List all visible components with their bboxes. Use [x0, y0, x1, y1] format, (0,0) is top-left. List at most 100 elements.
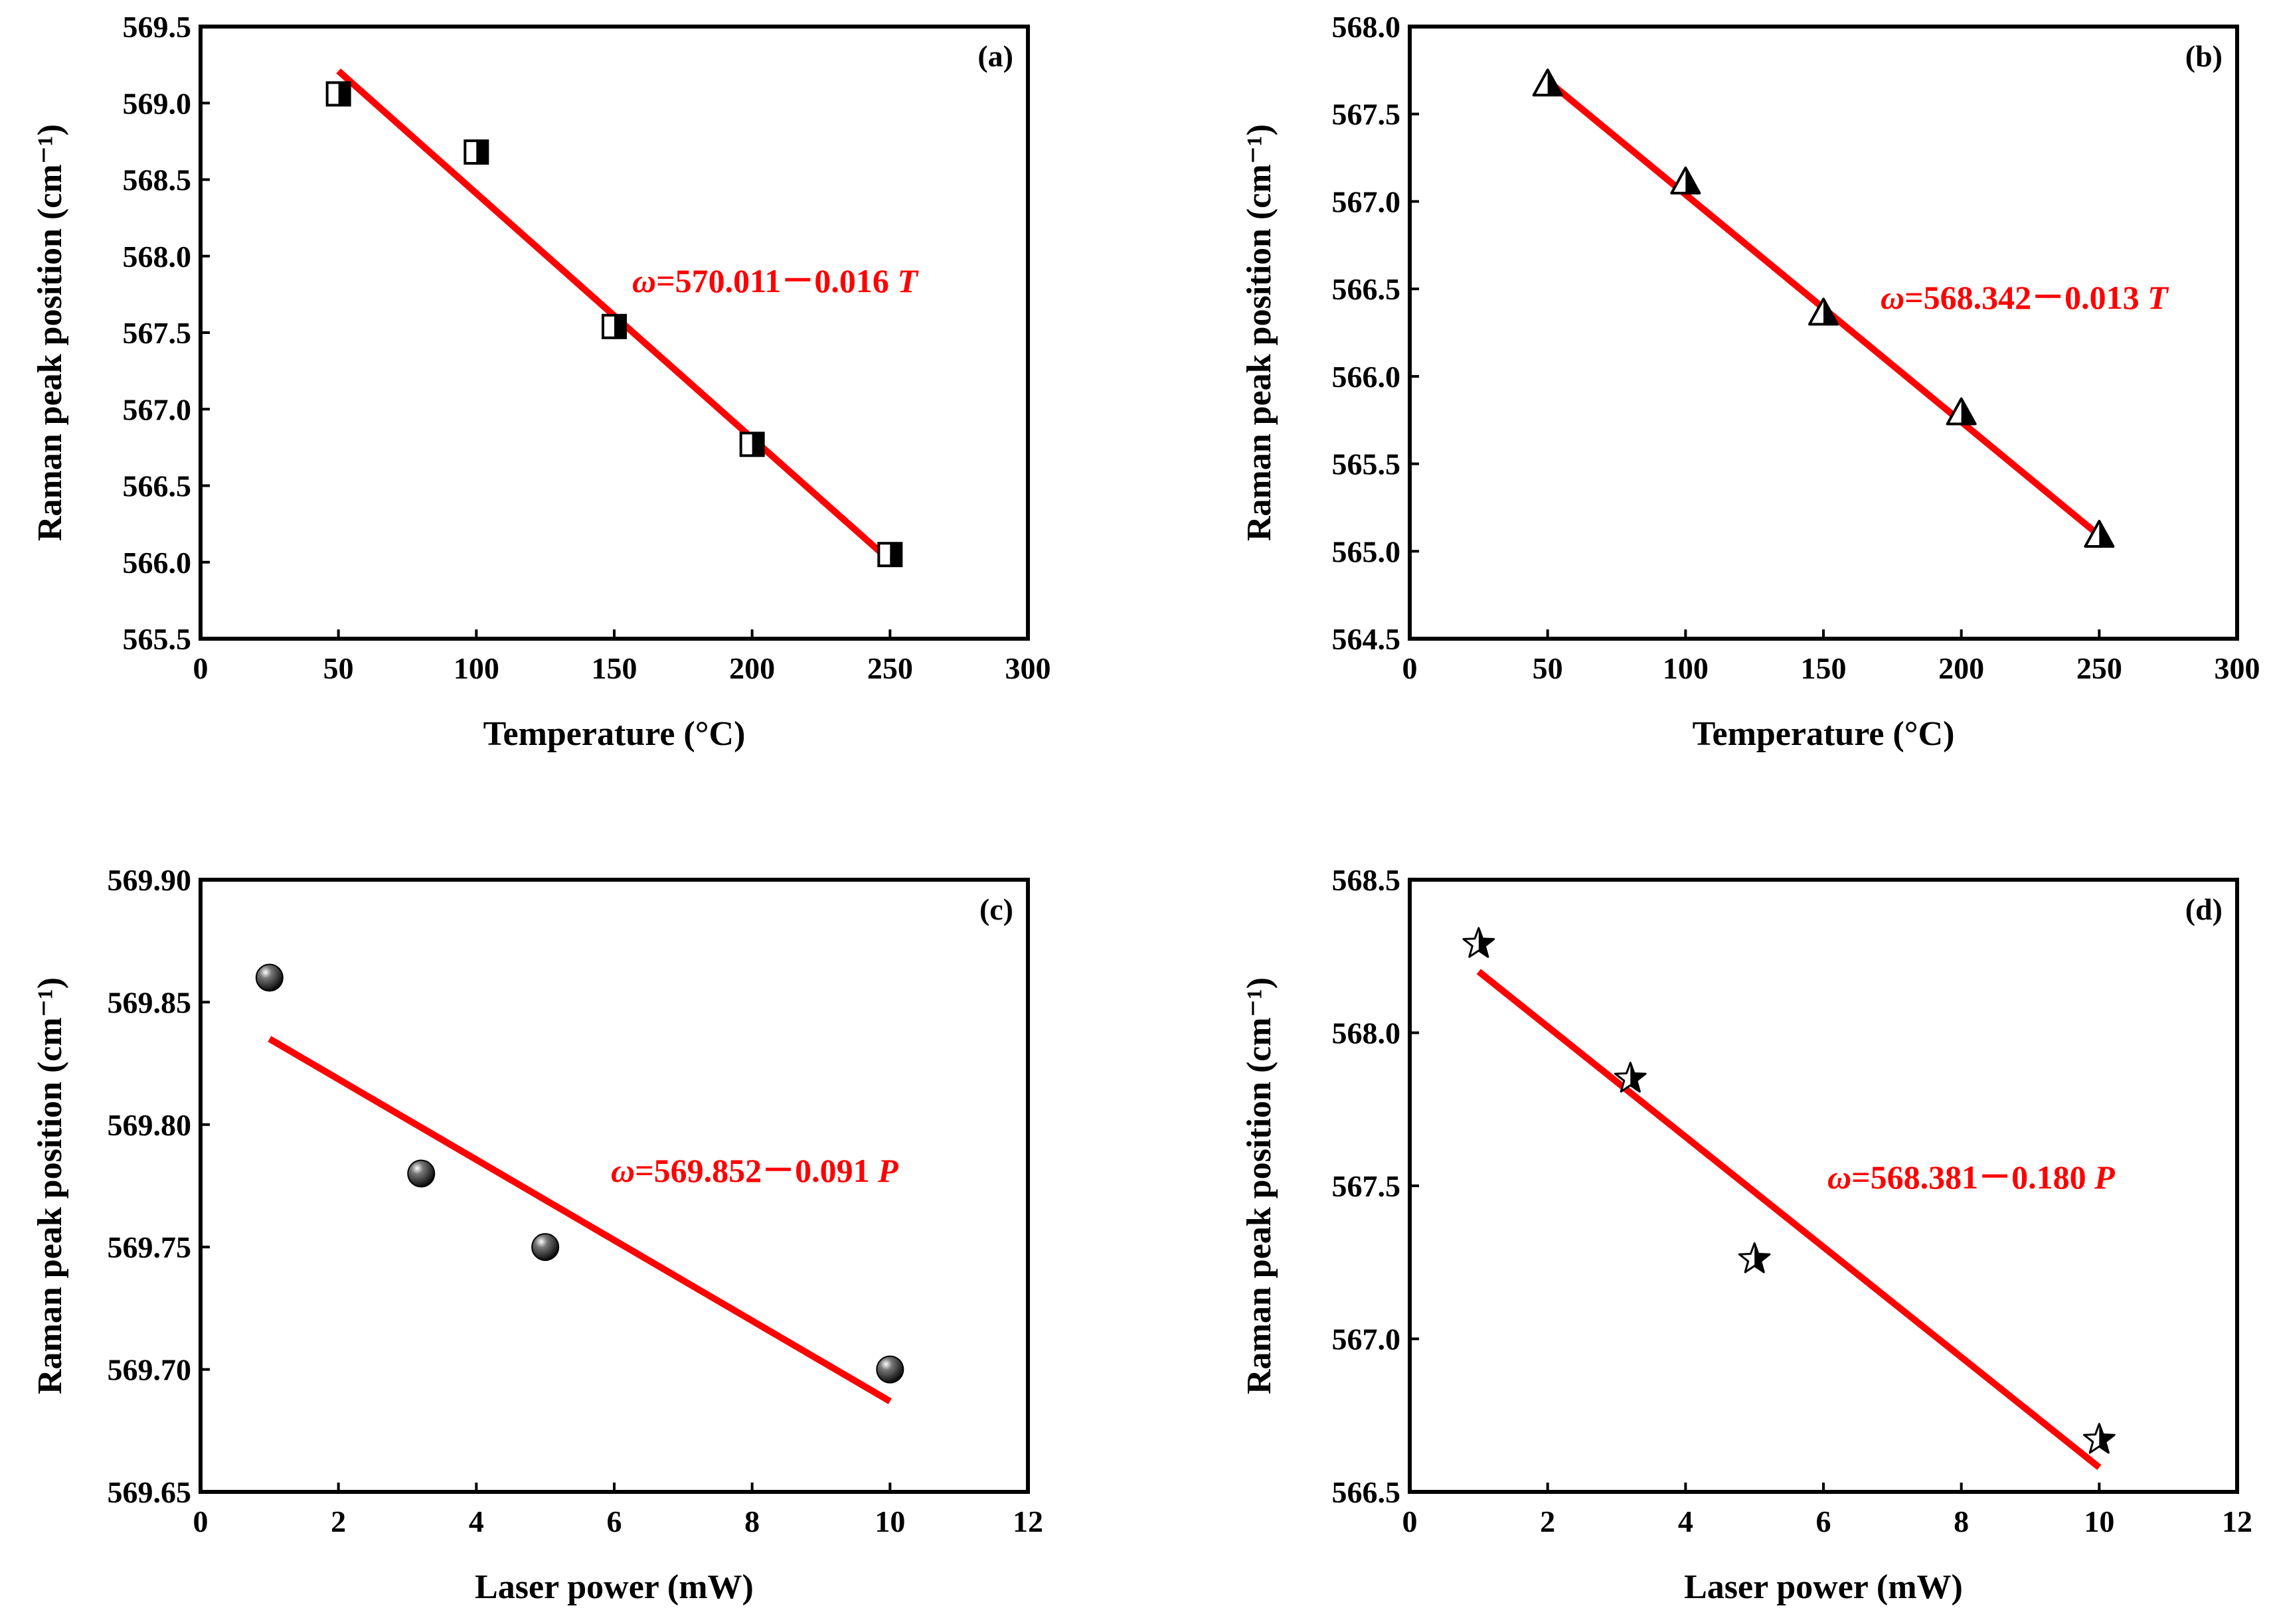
data-point-3 [602, 313, 627, 339]
marker-outline [1808, 297, 1839, 326]
marker-outline [2084, 519, 2115, 548]
panel-d: 0 2 4 6 8 10 12 566.5 567.0 567.5 568.0 568.5 (d) ω=5… [1240, 863, 2252, 1606]
panel-label: (d) [2185, 892, 2223, 926]
fit-equation: ω=569.852－0.091 P [611, 1152, 898, 1189]
x-tick-label: 6 [607, 1504, 622, 1538]
y-tick-label: 566.5 [123, 469, 192, 503]
x-tick-label: 250 [2076, 651, 2122, 685]
panel-a: 0 50 100 150 200 250 300 565.5 566.0 566.5 567.0 56… [31, 10, 1051, 753]
x-tick-label: 2 [331, 1504, 346, 1538]
y-tick-label: 568.0 [1332, 1016, 1401, 1050]
y-tick-label: 568.0 [123, 240, 192, 274]
equation-variable: P [877, 1152, 898, 1189]
marker-right-half [752, 433, 764, 456]
marker-right-half [476, 141, 488, 164]
marker-right-half [1478, 928, 1494, 957]
marker-right-half [890, 543, 902, 566]
marker-outline [2083, 1423, 2116, 1454]
panel-label: (c) [979, 892, 1013, 926]
y-tick-label: 569.85 [108, 985, 192, 1019]
y-tick-label: 567.5 [1332, 1169, 1401, 1203]
equation-omega: ω [632, 262, 656, 299]
marker-outline [1946, 397, 1977, 426]
y-tick-label: 566.0 [1332, 360, 1401, 394]
equation-body: =568.342－0.013 [1904, 279, 2147, 316]
data-point-2 [463, 139, 489, 165]
marker-right-half [1630, 1062, 1646, 1092]
data-point-1 [1462, 927, 1495, 958]
x-tick-label: 200 [1938, 651, 1984, 685]
y-tick-label: 565.5 [1332, 447, 1401, 481]
equation-omega: ω [1827, 1159, 1851, 1196]
data-point-2 [407, 1159, 436, 1188]
x-tick-label: 300 [2215, 651, 2260, 685]
marker-left-half [327, 82, 339, 106]
x-tick-label: 0 [1402, 651, 1418, 685]
x-tick-label: 150 [592, 651, 637, 685]
y-tick-label: 568.5 [1332, 863, 1401, 897]
x-tick-label: 8 [744, 1504, 760, 1538]
data-point-3 [1808, 297, 1839, 326]
marker-right-half [1754, 1243, 1770, 1273]
x-tick-label: 4 [469, 1504, 484, 1538]
marker-outline [1462, 927, 1495, 958]
y-tick-label: 569.0 [123, 86, 192, 120]
panel-label: (a) [977, 39, 1013, 73]
y-axis-title: Raman peak position (cm⁻¹) [31, 124, 69, 541]
y-axis-title: Raman peak position (cm⁻¹) [1240, 124, 1278, 541]
x-tick-label: 50 [323, 651, 354, 685]
marker-left-half [740, 433, 752, 456]
x-tick-label: 0 [193, 651, 209, 685]
data-point-3 [531, 1233, 560, 1261]
fit-equation: ω=568.342－0.013 T [1881, 279, 2169, 316]
marker-outline [602, 313, 627, 339]
marker-right-half [2099, 1423, 2115, 1453]
y-tick-label: 569.70 [108, 1353, 192, 1387]
data-point-3 [1738, 1242, 1771, 1273]
fit-equation: ω=568.381－0.180 P [1827, 1159, 2115, 1196]
x-tick-label: 10 [875, 1504, 905, 1538]
y-axis-title: Raman peak position (cm⁻¹) [31, 977, 69, 1394]
equation-variable: T [2147, 279, 2169, 316]
x-tick-label: 2 [1540, 1504, 1555, 1538]
fit-line [1476, 969, 2102, 1471]
panel-b: 0 50 100 150 200 250 300 564.5 565.0 565.5 566.0 56… [1240, 10, 2260, 753]
data-point-4 [739, 432, 765, 457]
marker-outline [877, 542, 903, 568]
y-tick-label: 567.0 [1332, 185, 1401, 218]
data-point-4 [1946, 397, 1977, 426]
marker-left-half [879, 543, 890, 566]
x-tick-label: 0 [1402, 1504, 1418, 1538]
equation-body: =568.381－0.180 [1851, 1159, 2094, 1196]
y-tick-label: 569.75 [108, 1230, 192, 1264]
fit-equation: ω=570.011－0.016 T [632, 262, 919, 299]
marker-left-half [1739, 1243, 1770, 1273]
marker-outline [1738, 1242, 1771, 1273]
x-tick-label: 0 [193, 1504, 209, 1538]
data-point-5 [2084, 519, 2115, 548]
equation-body: =570.011－0.016 [656, 262, 897, 299]
x-tick-label: 12 [2222, 1504, 2252, 1538]
x-tick-label: 50 [1533, 651, 1563, 685]
y-tick-label: 569.90 [108, 863, 192, 897]
y-tick-label: 569.5 [123, 10, 192, 44]
marker-outline [1614, 1062, 1647, 1093]
x-axis-title: Laser power (mW) [1684, 1568, 1963, 1606]
marker-right-half [614, 315, 626, 338]
plot-frame [1408, 25, 2239, 641]
data-point-4 [2083, 1423, 2116, 1454]
x-tick-label: 10 [2084, 1504, 2114, 1538]
plot-frame [199, 25, 1030, 641]
y-tick-label: 564.5 [1332, 622, 1401, 656]
marker-outline [463, 139, 489, 165]
y-tick-label: 569.65 [108, 1475, 192, 1509]
y-tick-label: 565.5 [123, 622, 192, 656]
y-tick-label: 569.80 [108, 1108, 192, 1142]
x-tick-label: 12 [1013, 1504, 1043, 1538]
equation-omega: ω [1881, 279, 1904, 316]
data-point-1 [255, 963, 284, 992]
x-axis-title: Temperature (°C) [1693, 715, 1955, 753]
y-tick-label: 567.0 [1332, 1323, 1401, 1356]
y-tick-label: 566.0 [123, 546, 192, 580]
